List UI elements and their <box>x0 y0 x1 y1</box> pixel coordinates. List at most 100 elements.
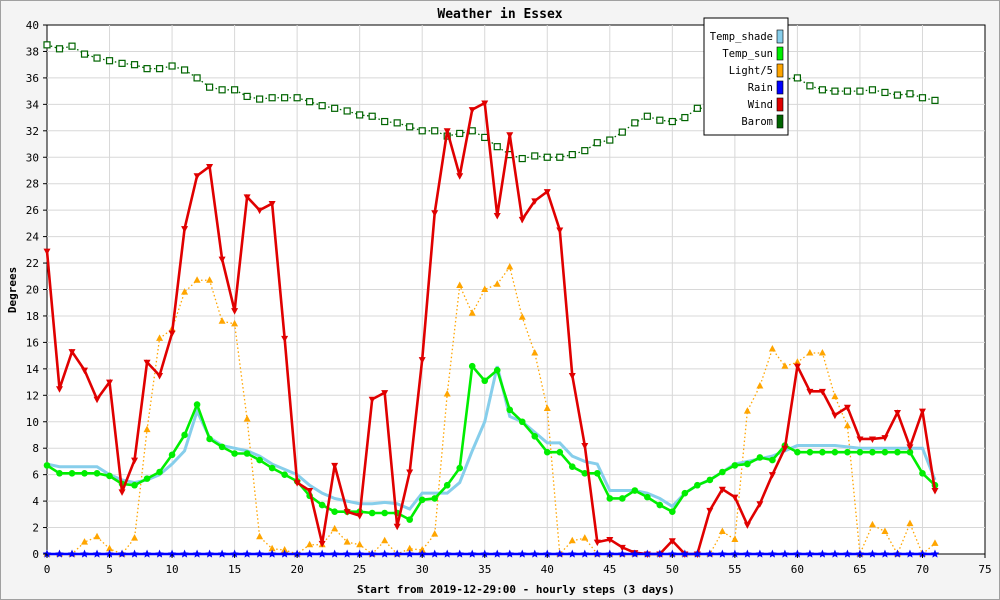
wind-point <box>331 462 339 470</box>
temp-sun-point <box>744 460 751 468</box>
rain-point <box>818 549 827 558</box>
temp-sun-point <box>193 401 201 408</box>
rain-point <box>230 549 239 558</box>
wind-point <box>543 189 551 196</box>
barom-point <box>643 112 651 120</box>
rain-point <box>117 549 127 558</box>
y-tick-label: 34 <box>26 98 40 111</box>
light-5-point <box>493 280 501 287</box>
series-temp-shade <box>46 365 937 511</box>
y-tick-label: 30 <box>26 151 39 164</box>
rain-point <box>130 549 139 558</box>
barom-point <box>55 45 64 53</box>
rain-point <box>242 549 252 558</box>
barom-point <box>556 153 564 161</box>
wind-point <box>906 444 914 451</box>
barom-point <box>668 117 676 126</box>
y-tick-label: 14 <box>26 363 40 376</box>
temp-sun-point <box>543 448 551 456</box>
temp-sun-point <box>156 468 163 476</box>
rain-point <box>680 549 690 558</box>
barom-point <box>68 42 76 50</box>
y-tick-label: 10 <box>26 416 39 429</box>
series-line-wind <box>45 100 937 556</box>
legend-swatch-temp-shade <box>776 29 784 44</box>
barom-point <box>343 107 351 115</box>
x-tick-label: 10 <box>165 563 178 576</box>
legend: Temp_shade Temp_sun Light/5 Rain Wind Barom <box>703 17 789 136</box>
barom-point <box>618 128 626 136</box>
wind-point <box>81 367 89 375</box>
barom-point <box>581 147 589 155</box>
barom-point <box>130 61 139 69</box>
light-5-point <box>768 345 776 352</box>
wind-point <box>118 489 126 496</box>
temp-sun-point <box>93 470 101 477</box>
barom-point <box>293 94 301 102</box>
series-wind <box>43 100 939 558</box>
light-5-point <box>281 546 289 553</box>
temp-sun-point <box>806 448 814 456</box>
wind-point <box>106 379 114 387</box>
barom-point <box>306 98 314 106</box>
wind-point <box>781 445 789 453</box>
temp-sun-point <box>844 448 851 456</box>
rain-point <box>167 549 177 558</box>
wind-point <box>856 436 864 443</box>
rain-point <box>305 549 314 558</box>
wind-point <box>531 198 539 205</box>
chart-title: Weather in Essex <box>437 7 562 22</box>
y-tick-label: 22 <box>26 257 39 270</box>
temp-sun-point <box>318 501 326 509</box>
wind-point <box>168 330 176 338</box>
temp-sun-point <box>406 516 413 523</box>
rain-point <box>442 549 452 558</box>
light-5-point <box>218 317 226 324</box>
wind-point <box>493 212 501 220</box>
light-5-point <box>793 358 801 365</box>
x-tick-label: 0 <box>44 563 51 576</box>
rain-point <box>405 549 414 558</box>
wind-point <box>868 436 876 443</box>
x-tick-label: 15 <box>228 563 241 576</box>
rain-point <box>730 549 740 558</box>
temp-sun-point <box>43 462 51 469</box>
wind-point <box>356 513 364 520</box>
rain-point <box>367 549 377 558</box>
x-tick-label: 5 <box>106 563 113 576</box>
light-5-point <box>143 425 151 433</box>
rain-point <box>267 549 277 558</box>
temp-sun-point <box>456 464 464 472</box>
barom-point <box>793 74 802 82</box>
temp-sun-point <box>794 448 801 456</box>
light-5-point <box>206 276 214 283</box>
light-5-point <box>431 530 439 537</box>
barom-point <box>193 74 201 82</box>
barom-point <box>806 82 814 90</box>
barom-point <box>631 119 639 127</box>
wind-point <box>793 363 801 371</box>
wind-point <box>606 536 614 544</box>
barom-point <box>481 133 489 142</box>
barom-point <box>256 95 264 103</box>
x-tick-label: 65 <box>853 563 866 576</box>
wind-point <box>831 412 839 420</box>
temp-sun-point <box>443 481 451 489</box>
temp-sun-point <box>756 454 764 461</box>
wind-point <box>756 501 764 508</box>
barom-point <box>918 94 927 102</box>
barom-point <box>180 66 189 74</box>
light-5-point <box>193 276 201 283</box>
barom-point <box>931 96 939 104</box>
temp-sun-point <box>143 475 151 482</box>
light-5-point <box>743 407 751 414</box>
x-tick-label: 75 <box>978 563 991 576</box>
legend-label-rain: Rain <box>748 82 773 94</box>
rain-point <box>417 549 427 558</box>
temp-sun-point <box>281 471 288 478</box>
light-5-point <box>106 544 114 552</box>
rain-point <box>80 549 89 558</box>
legend-swatch-barom <box>776 114 784 129</box>
